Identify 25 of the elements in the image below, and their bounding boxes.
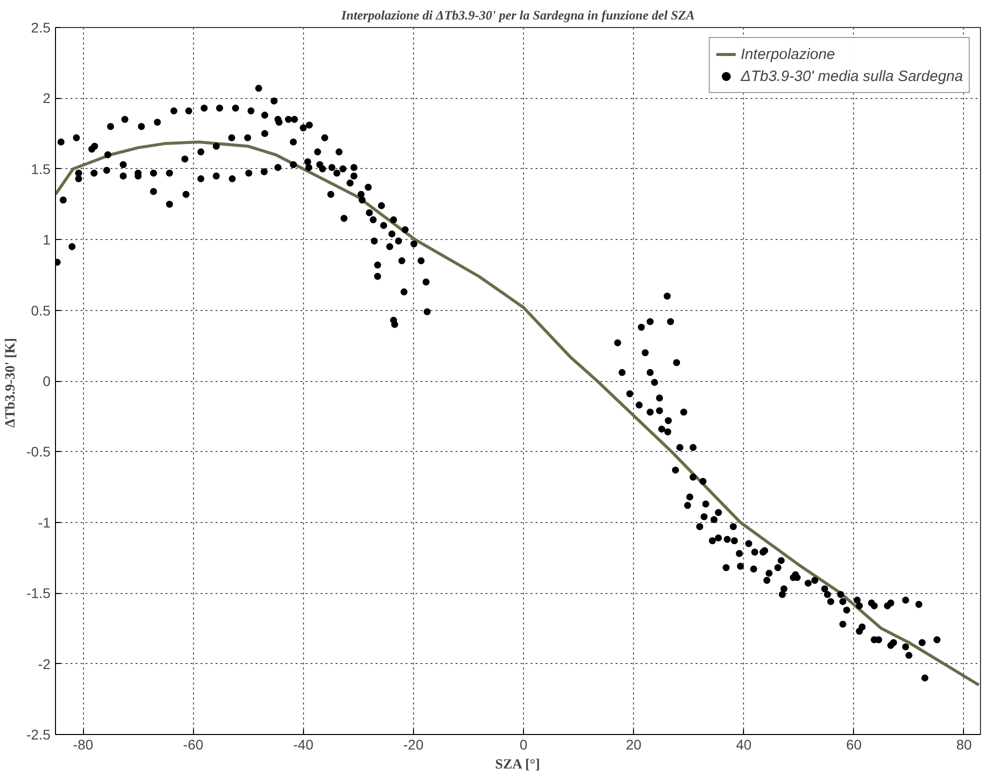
y-tick-label: 0.5 — [31, 302, 51, 318]
x-tick-label: -40 — [293, 736, 314, 752]
y-tick-label: -1 — [38, 514, 51, 530]
y-tick-label: 1 — [42, 232, 51, 248]
x-axis-title: SZA [°] — [495, 758, 540, 772]
x-tick-label: -60 — [183, 736, 204, 752]
y-tick-label: -2.5 — [26, 726, 51, 742]
x-tick-label: 60 — [846, 736, 862, 752]
y-tick-label: 1.5 — [31, 160, 51, 177]
y-axis-title: ΔTb3.9-30' [K] — [3, 338, 18, 428]
legend-label: Interpolazione — [740, 46, 835, 62]
legend-label: ΔTb3.9-30' media sulla Sardegna — [740, 68, 963, 84]
y-tick-label: -1.5 — [26, 585, 51, 602]
x-tick-label: -80 — [72, 736, 94, 752]
x-tick-label: 0 — [520, 736, 528, 752]
x-tick-label: 40 — [736, 736, 752, 752]
chart-title: Interpolazione di ΔTb3.9-30' per la Sardegna in funzione del SZA — [340, 8, 696, 22]
y-tick-label: -0.5 — [26, 444, 51, 460]
x-tick-label: -20 — [403, 736, 424, 752]
y-tick-label: 0 — [42, 373, 51, 389]
y-tick-label: -2 — [38, 656, 51, 672]
x-tick-label: 80 — [956, 736, 972, 752]
x-tick-label: 20 — [626, 736, 642, 752]
y-tick-label: 2 — [42, 90, 51, 106]
y-tick-label: 2.5 — [31, 20, 51, 36]
